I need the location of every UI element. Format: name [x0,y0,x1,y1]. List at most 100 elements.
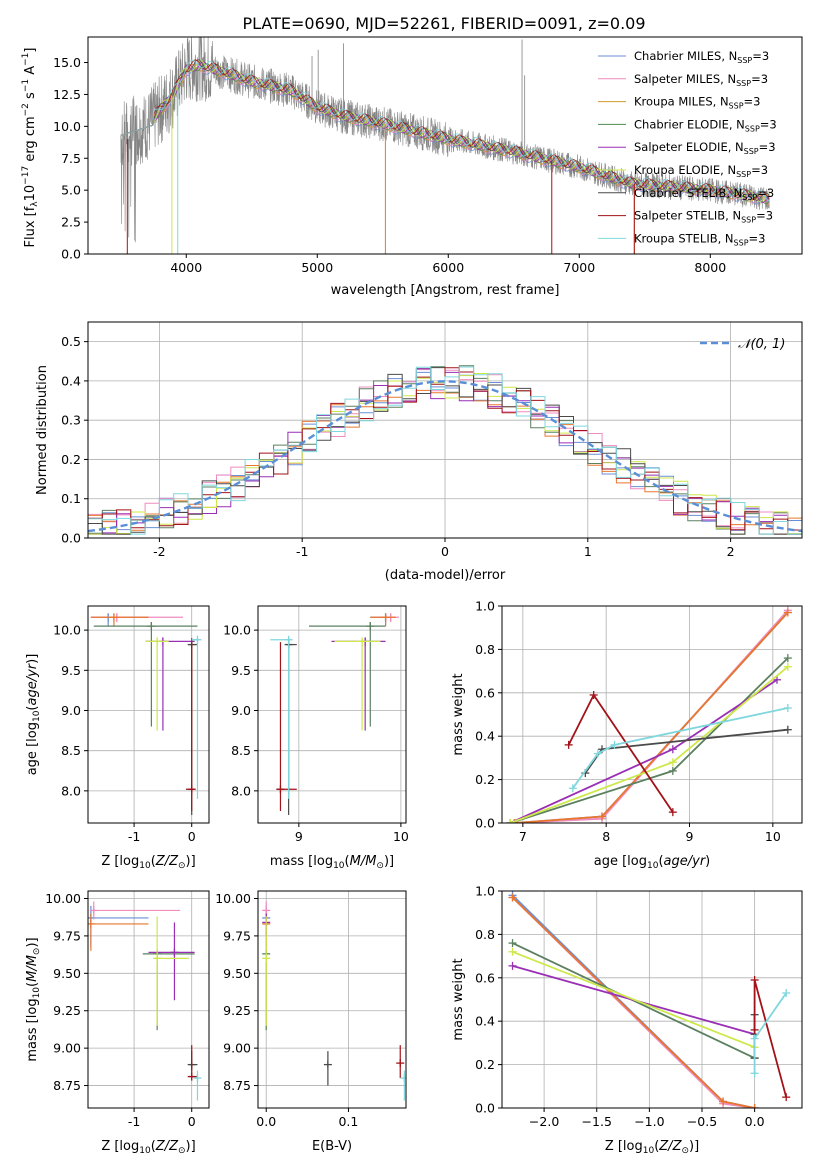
model-spectrum [120,63,770,205]
y-tick-label: 9.5 [61,663,81,678]
age_vs_mass-plot-area [270,613,399,815]
residuals-plot-area [88,365,802,535]
y-tick-label: 9.25 [223,1003,251,1018]
x-tick-label: 8 [602,829,610,844]
y-tick-label: 9.00 [223,1041,251,1056]
mass_vs_ebv-panel: 0.0 0.1 8.75 9.00 9.25 9.50 9.75 10.00 E(B-V) [215,890,407,1154]
x-tick-label: 0.0 [256,1114,276,1129]
weight_vs_age-panel: 7 8 9 10 0.0 0.2 0.4 0.6 0.8 1.0 age [log10(age/yr… [451,599,803,871]
axes-frame [501,605,803,824]
age_vs_Z-plot-area [90,613,202,815]
y-tick-label: 0.2 [61,452,81,467]
y-tick-label: 1.0 [475,599,495,614]
legend-entry: Chabrier MILES, NSSP=3 [634,49,769,65]
y-tick-label: 12.5 [53,87,81,102]
x-tick-label: 0 [188,1114,196,1129]
figure-title: PLATE=0690, MJD=52261, FIBERID=0091, z=0… [242,14,645,33]
x-tick-label: −2.0 [529,1114,559,1129]
y-tick-label: 0.2 [475,1057,495,1072]
weight_vs_Z-panel: −2.0 −1.5 −1.0 −0.5 0.0 0.0 0.2 0.4 0.6 0.8 1.0 Z [… [451,884,803,1156]
x-axis-label: (data-model)/error [385,568,506,583]
y-tick-label: 7.5 [61,151,81,166]
y-tick-label: 0.4 [61,373,81,388]
weight-line [572,707,788,789]
weight-line [514,611,789,823]
x-tick-label: 0 [441,544,449,559]
y-tick-label: 9.75 [223,928,251,943]
weight-line [753,979,788,1098]
y-tick-label: 10.0 [53,623,81,638]
y-tick-label: 9.50 [223,966,251,981]
y-tick-label: 0.6 [475,970,495,985]
y-tick-label: 0.8 [475,927,495,942]
weight-line [512,950,755,1049]
weight-line [753,992,787,1074]
weight-line [511,894,755,1108]
y-tick-label: 10.00 [45,891,81,906]
y-tick-label: 0.1 [61,491,81,506]
x-tick-label: 9 [686,829,694,844]
x-tick-label: −1.0 [634,1114,664,1129]
x-tick-label: 10 [765,829,781,844]
legend-entry: Salpeter ELODIE, NSSP=3 [634,140,776,156]
y-tick-label: 9.5 [231,663,251,678]
age_vs_Z-panel: -1 0 8.0 8.5 9.0 9.5 10.0 Z [log10(Z/Z⊙)] age [l… [25,605,210,871]
y-tick-label: 8.5 [61,743,81,758]
x-axis-label: E(B-V) [312,1139,352,1154]
axes-frame [257,605,407,824]
y-tick-label: 0.4 [475,1014,495,1029]
residuals-panel: -2 -1 0 1 2 0.0 0.1 0.2 0.3 0.4 0.5 (data-model)/er… [35,321,803,583]
y-tick-label: 0.0 [475,816,495,831]
y-tick-label: 0.0 [475,1101,495,1116]
y-tick-label: 5.0 [61,183,81,198]
y-tick-label: 0.6 [475,685,495,700]
legend-entry: Chabrier STELIB, NSSP=3 [634,186,774,202]
legend-entry: Salpeter STELIB, NSSP=3 [634,209,773,225]
x-tick-label: -1 [296,544,308,559]
y-tick-label: 9.50 [53,966,81,981]
mass_vs_Z-panel: -1 0 8.75 9.00 9.25 9.50 9.75 10.00 Z [log10(Z/Z… [25,890,210,1156]
weight_vs_Z-plot-area [508,891,791,1108]
model-spectrum [120,59,770,201]
age_vs_mass-panel: 9 10 8.0 8.5 9.0 9.5 10.0 mass [log10(M/M⊙)] [223,605,409,871]
x-tick-label: 6000 [432,260,464,275]
axes-frame [501,890,803,1109]
y-tick-label: 10.0 [53,119,81,134]
x-tick-label: 7000 [563,260,595,275]
y-tick-label: 9.00 [53,1041,81,1056]
weight-line [509,679,778,823]
y-tick-label: 0.0 [61,247,81,262]
weight-line [511,896,755,1108]
y-tick-label: 0.3 [61,413,81,428]
x-tick-label: -2 [153,544,165,559]
legend-entry: 𝒩(0, 1) [738,337,785,352]
x-tick-label: −0.5 [687,1114,717,1129]
y-tick-label: 8.75 [53,1078,81,1093]
model-spectrum [120,63,770,205]
weight_vs_age-plot-area [506,606,792,823]
x-tick-label: 5000 [301,260,333,275]
x-axis-label: mass [log10(M/M⊙)] [270,854,394,871]
mass_vs_Z-plot-area [88,901,202,1101]
spectrum-panel: 4000 5000 6000 7000 8000 0.0 2.5 5.0 7.5 10.0 12.5… [21,36,803,298]
legend-entry: Kroupa ELODIE, NSSP=3 [634,163,768,179]
model-spectrum [120,59,770,200]
x-tick-label: 0 [188,829,196,844]
y-tick-label: 0.5 [61,334,81,349]
y-tick-label: 15.0 [53,55,81,70]
x-tick-label: 10 [393,829,409,844]
y-tick-label: 10.0 [223,623,251,638]
y-axis-label: Normed distribution [35,365,50,495]
weight-line [510,657,789,823]
y-tick-label: 0.8 [475,642,495,657]
plots-layer: 4000 5000 6000 7000 80000.02.55.07.510.012.5… [21,36,803,1156]
axes-frame [87,890,210,1109]
y-tick-label: 8.0 [231,783,251,798]
y-tick-label: 1.0 [475,884,495,899]
x-tick-label: 8000 [694,260,726,275]
y-tick-label: 8.0 [61,783,81,798]
legend-entry: Chabrier ELODIE, NSSP=3 [634,117,777,133]
y-axis-label: mass weight [451,673,466,755]
spectrum-plot-area [120,37,770,254]
